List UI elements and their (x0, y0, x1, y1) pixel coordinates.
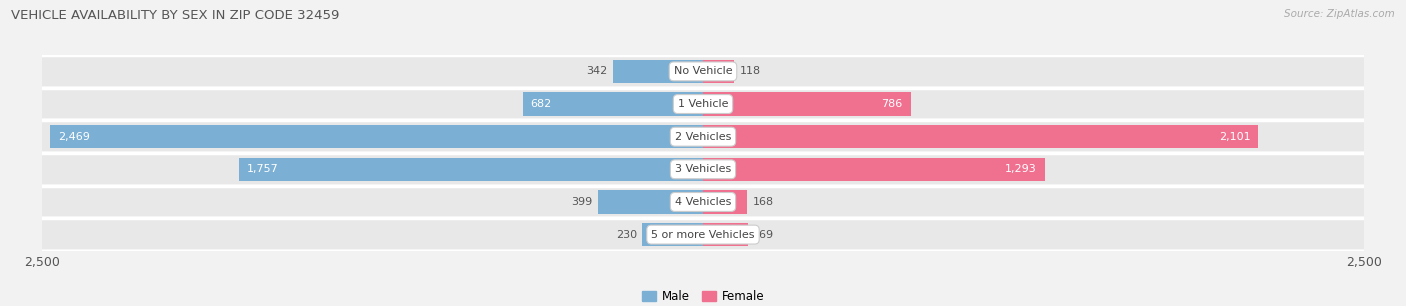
Text: 118: 118 (740, 66, 761, 76)
Bar (51, 125, 703, 148)
Text: 2 Vehicles: 2 Vehicles (675, 132, 731, 142)
Text: 230: 230 (616, 230, 637, 240)
Text: 342: 342 (586, 66, 607, 76)
Bar (703, 158, 1045, 181)
Bar (523, 92, 703, 116)
Bar (42, 188, 1364, 216)
Bar (703, 92, 911, 116)
Bar (703, 190, 748, 214)
Bar (703, 60, 734, 83)
Bar (42, 155, 1364, 184)
Text: 786: 786 (882, 99, 903, 109)
Text: 1,757: 1,757 (246, 164, 278, 174)
Text: 168: 168 (752, 197, 773, 207)
Bar (613, 60, 703, 83)
Text: Source: ZipAtlas.com: Source: ZipAtlas.com (1284, 9, 1395, 19)
Text: 1,293: 1,293 (1005, 164, 1036, 174)
Bar (42, 122, 1364, 151)
Text: 2,101: 2,101 (1219, 132, 1250, 142)
Text: 1 Vehicle: 1 Vehicle (678, 99, 728, 109)
Text: VEHICLE AVAILABILITY BY SEX IN ZIP CODE 32459: VEHICLE AVAILABILITY BY SEX IN ZIP CODE … (11, 9, 340, 22)
Bar (643, 223, 703, 246)
Bar (703, 125, 1258, 148)
Bar (42, 57, 1364, 86)
Text: 3 Vehicles: 3 Vehicles (675, 164, 731, 174)
Bar (239, 158, 703, 181)
Text: No Vehicle: No Vehicle (673, 66, 733, 76)
Bar (703, 223, 748, 246)
Text: 682: 682 (530, 99, 553, 109)
Legend: Male, Female: Male, Female (637, 285, 769, 306)
Text: 399: 399 (571, 197, 592, 207)
Text: 4 Vehicles: 4 Vehicles (675, 197, 731, 207)
Text: 2,469: 2,469 (58, 132, 90, 142)
Bar (42, 90, 1364, 118)
Bar (598, 190, 703, 214)
Bar (42, 220, 1364, 249)
Text: 169: 169 (754, 230, 775, 240)
Text: 5 or more Vehicles: 5 or more Vehicles (651, 230, 755, 240)
